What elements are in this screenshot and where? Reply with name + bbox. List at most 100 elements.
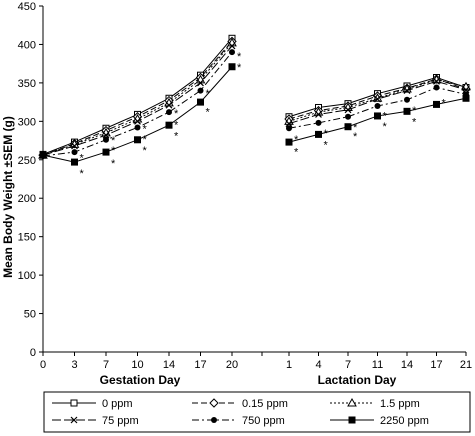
- data-point: [403, 87, 411, 95]
- data-point: [165, 121, 173, 129]
- significance-asterisk: *: [143, 145, 148, 157]
- significance-asterisk: *: [111, 135, 116, 147]
- data-point: [71, 149, 78, 156]
- data-point: [197, 79, 204, 87]
- significance-asterisk: *: [143, 134, 148, 146]
- x-tick-label: 1: [286, 359, 292, 371]
- data-point: [374, 112, 381, 120]
- data-point: [134, 124, 141, 131]
- significance-asterisk: *: [111, 145, 116, 157]
- significance-asterisk: *: [206, 106, 211, 118]
- y-tick-label: 200: [18, 193, 36, 205]
- data-point: [344, 123, 352, 131]
- significance-asterisk: *: [174, 108, 179, 120]
- x-tick-label: 14: [401, 359, 413, 371]
- x-tick-label: 7: [345, 359, 351, 371]
- legend-label: 2250 ppm: [380, 415, 429, 427]
- data-point: [134, 136, 141, 144]
- legend-label: 0 ppm: [102, 398, 133, 410]
- data-point: [433, 100, 440, 108]
- x-tick-label: 0: [40, 359, 46, 371]
- legend: 0 ppm 0.15 ppm 1.5 ppm 75 ppm 750 ppm 2250 pp…: [43, 391, 471, 433]
- legend-entry: 75 ppm: [52, 415, 139, 427]
- y-tick-label: 350: [18, 78, 36, 90]
- data-point: [197, 87, 204, 94]
- y-tick-label: 450: [18, 1, 36, 13]
- data-point: [39, 151, 47, 159]
- data-point: [197, 98, 204, 106]
- significance-asterisk: *: [143, 123, 148, 135]
- data-point: [286, 125, 292, 132]
- y-tick-label: 0: [30, 347, 36, 359]
- data-point: [71, 142, 78, 150]
- x-tick-label: 7: [103, 359, 109, 371]
- legend-box: [43, 391, 471, 433]
- x-tick-labels: 0 3 7 10 14 17 20 1 4 7 11 14 17 21: [40, 359, 472, 371]
- data-point: [71, 158, 78, 166]
- significance-asterisk: *: [206, 88, 211, 100]
- data-point: [228, 42, 236, 50]
- axes: [39, 5, 467, 356]
- x-tick-label: 4: [315, 359, 321, 371]
- data-point: [165, 101, 173, 109]
- y-tick-label: 50: [24, 309, 36, 321]
- legend-label: 750 ppm: [242, 415, 285, 427]
- significance-asterisk: *: [80, 168, 85, 180]
- significance-markers: **************************: [80, 51, 447, 180]
- legend-entry: 0 ppm: [52, 398, 133, 410]
- data-point: [103, 136, 109, 143]
- significance-asterisk: *: [442, 97, 447, 109]
- y-tick-label: 100: [18, 270, 36, 282]
- significance-asterisk: *: [324, 140, 329, 152]
- x-tick-label: 17: [430, 359, 442, 371]
- significance-asterisk: *: [324, 128, 329, 140]
- legend-entry: 0.15 ppm: [192, 398, 288, 410]
- legend-entry: 2250 ppm: [330, 415, 429, 427]
- data-point: [374, 95, 381, 103]
- data-point: [229, 49, 235, 56]
- significance-asterisk: *: [237, 51, 242, 63]
- series-layer: [38, 34, 471, 166]
- legend-label: 0.15 ppm: [242, 398, 288, 410]
- data-point: [228, 63, 236, 71]
- data-point: [285, 120, 293, 128]
- x-axis-title-gestation: Gestation Day: [100, 373, 181, 387]
- data-point: [315, 110, 322, 118]
- data-point: [433, 77, 440, 85]
- x-tick-label: 21: [460, 359, 472, 371]
- legend-entry: 750 ppm: [192, 415, 285, 427]
- data-point: [102, 148, 110, 156]
- data-point: [315, 119, 322, 126]
- data-point: [433, 84, 440, 91]
- significance-asterisk: *: [294, 134, 299, 146]
- significance-asterisk: *: [383, 110, 388, 122]
- data-point: [102, 131, 110, 139]
- data-point: [344, 106, 352, 114]
- significance-asterisk: *: [80, 153, 85, 165]
- y-axis-title: Mean Body Weight ±SEM (g): [1, 116, 15, 278]
- data-point: [403, 107, 411, 115]
- legend-label: 75 ppm: [102, 415, 139, 427]
- y-tick-label: 150: [18, 232, 36, 244]
- data-point: [166, 109, 172, 116]
- significance-asterisk: *: [383, 121, 388, 133]
- significance-asterisk: *: [353, 122, 358, 134]
- legend-label: 1.5 ppm: [380, 398, 420, 410]
- significance-asterisk: *: [237, 62, 242, 74]
- data-point: [462, 86, 470, 94]
- x-tick-label: 17: [194, 359, 206, 371]
- y-tick-label: 400: [18, 39, 36, 51]
- data-point: [315, 130, 322, 138]
- x-axis-title-lactation: Lactation Day: [318, 373, 397, 387]
- significance-asterisk: *: [174, 120, 179, 132]
- data-point: [404, 96, 410, 103]
- x-tick-label: 10: [131, 359, 143, 371]
- data-point: [345, 113, 351, 120]
- series-750-ppm: [40, 49, 469, 159]
- significance-asterisk: *: [294, 146, 299, 158]
- significance-asterisk: *: [353, 131, 358, 143]
- series-2250-ppm: [39, 63, 470, 166]
- data-point: [134, 117, 141, 125]
- y-tick-label: 250: [18, 155, 36, 167]
